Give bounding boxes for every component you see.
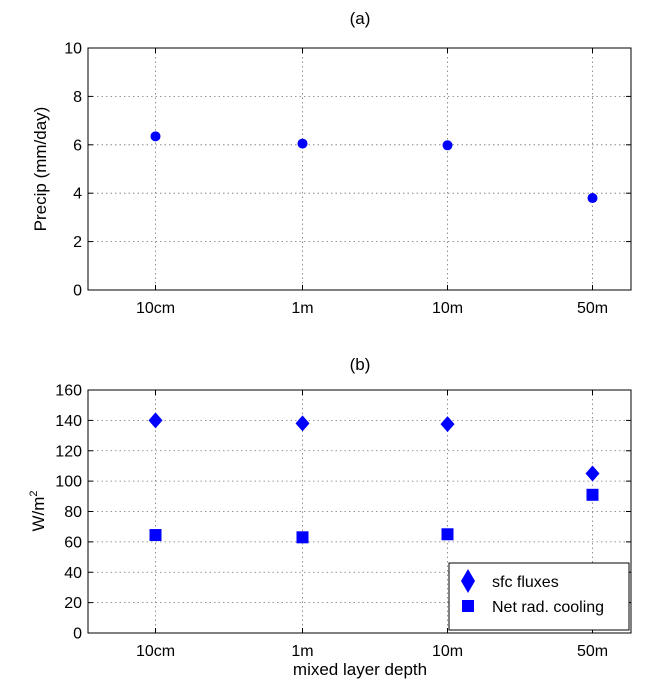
panel-b-point-diamond bbox=[440, 416, 455, 433]
panel-b-ytick-label: 60 bbox=[64, 534, 82, 551]
panel-a-ticks: 0 2 4 6 8 10 10cm 1m 10m 50m bbox=[64, 41, 631, 317]
panel-b-y-axis-label-superscript: 2 bbox=[28, 490, 40, 496]
panel-b-title: (b) bbox=[350, 355, 371, 374]
panel-b-ytick-label: 140 bbox=[55, 413, 82, 430]
panel-b-xtick-label: 50m bbox=[577, 643, 608, 660]
panel-a-xtick-label: 10cm bbox=[136, 300, 175, 317]
panel-b-xtick-label: 1m bbox=[291, 643, 313, 660]
panel-b-ytick-label: 120 bbox=[55, 443, 82, 460]
legend-diamond-icon bbox=[461, 569, 475, 593]
panel-a-xtick-label: 10m bbox=[432, 300, 463, 317]
panel-b-ytick-label: 160 bbox=[55, 383, 82, 400]
panel-a-title: (a) bbox=[350, 9, 371, 28]
panel-b-y-axis-label-text: W/m bbox=[29, 497, 48, 532]
panel-a-ytick-label: 2 bbox=[73, 234, 82, 251]
panel-a-grid bbox=[88, 48, 631, 290]
panel-a-point-circle bbox=[150, 131, 161, 142]
panel-b-point-diamond bbox=[585, 465, 600, 482]
panel-b-ytick-label: 0 bbox=[73, 626, 82, 643]
panel-b-xtick-label: 10cm bbox=[136, 643, 175, 660]
panel-b-x-axis-label: mixed layer depth bbox=[293, 660, 427, 679]
legend-box bbox=[448, 562, 630, 631]
panel-b-ytick-label: 20 bbox=[64, 595, 82, 612]
panel-a-marks bbox=[150, 131, 598, 204]
panel-a-ytick-label: 4 bbox=[73, 186, 82, 203]
panel-a-point-circle bbox=[442, 140, 453, 151]
panel-b-ytick-label: 80 bbox=[64, 504, 82, 521]
panel-a-xtick-label: 50m bbox=[577, 300, 608, 317]
panel-a-xtick-label: 1m bbox=[291, 300, 313, 317]
panel-a-ytick-label: 6 bbox=[73, 137, 82, 154]
panel-a: (a) 0 2 4 6 8 10 10cm 1m 10m 50m Precip (mm/day) bbox=[31, 9, 632, 317]
legend: sfc fluxes Net rad. cooling bbox=[448, 562, 630, 631]
panel-b-point-square bbox=[441, 528, 454, 541]
panel-a-y-axis-label: Precip (mm/day) bbox=[31, 107, 50, 232]
panel-a-axes-box bbox=[87, 47, 632, 291]
panel-a-ytick-label: 10 bbox=[64, 41, 82, 58]
legend-square-icon bbox=[462, 600, 474, 612]
panel-a-point-circle bbox=[587, 193, 598, 204]
panel-b-point-diamond bbox=[295, 415, 310, 432]
panel-b-point-diamond bbox=[148, 412, 163, 429]
panel-a-point-circle bbox=[297, 138, 308, 149]
legend-label-sfc-fluxes: sfc fluxes bbox=[492, 574, 559, 591]
panel-b-ytick-label: 100 bbox=[55, 474, 82, 491]
panel-b-point-square bbox=[149, 529, 162, 542]
legend-label-net-rad-cooling: Net rad. cooling bbox=[492, 599, 604, 616]
panel-a-ytick-label: 8 bbox=[73, 89, 82, 106]
panel-b: (b) 0 20 40 60 80 100 120 140 160 10cm 1m 10m 50m W/… bbox=[28, 355, 632, 679]
panel-b-ticks: 0 20 40 60 80 100 120 140 160 10cm 1m 10m 50m bbox=[55, 383, 631, 660]
panel-b-y-axis-label: W/m2 bbox=[28, 490, 48, 531]
panel-a-ytick-label: 0 bbox=[73, 283, 82, 300]
panel-b-grid bbox=[88, 390, 631, 633]
panel-b-point-square bbox=[586, 488, 599, 501]
panel-b-ytick-label: 40 bbox=[64, 565, 82, 582]
panel-b-xtick-label: 10m bbox=[432, 643, 463, 660]
panel-b-point-square bbox=[296, 531, 309, 544]
panel-b-marks bbox=[148, 412, 600, 544]
